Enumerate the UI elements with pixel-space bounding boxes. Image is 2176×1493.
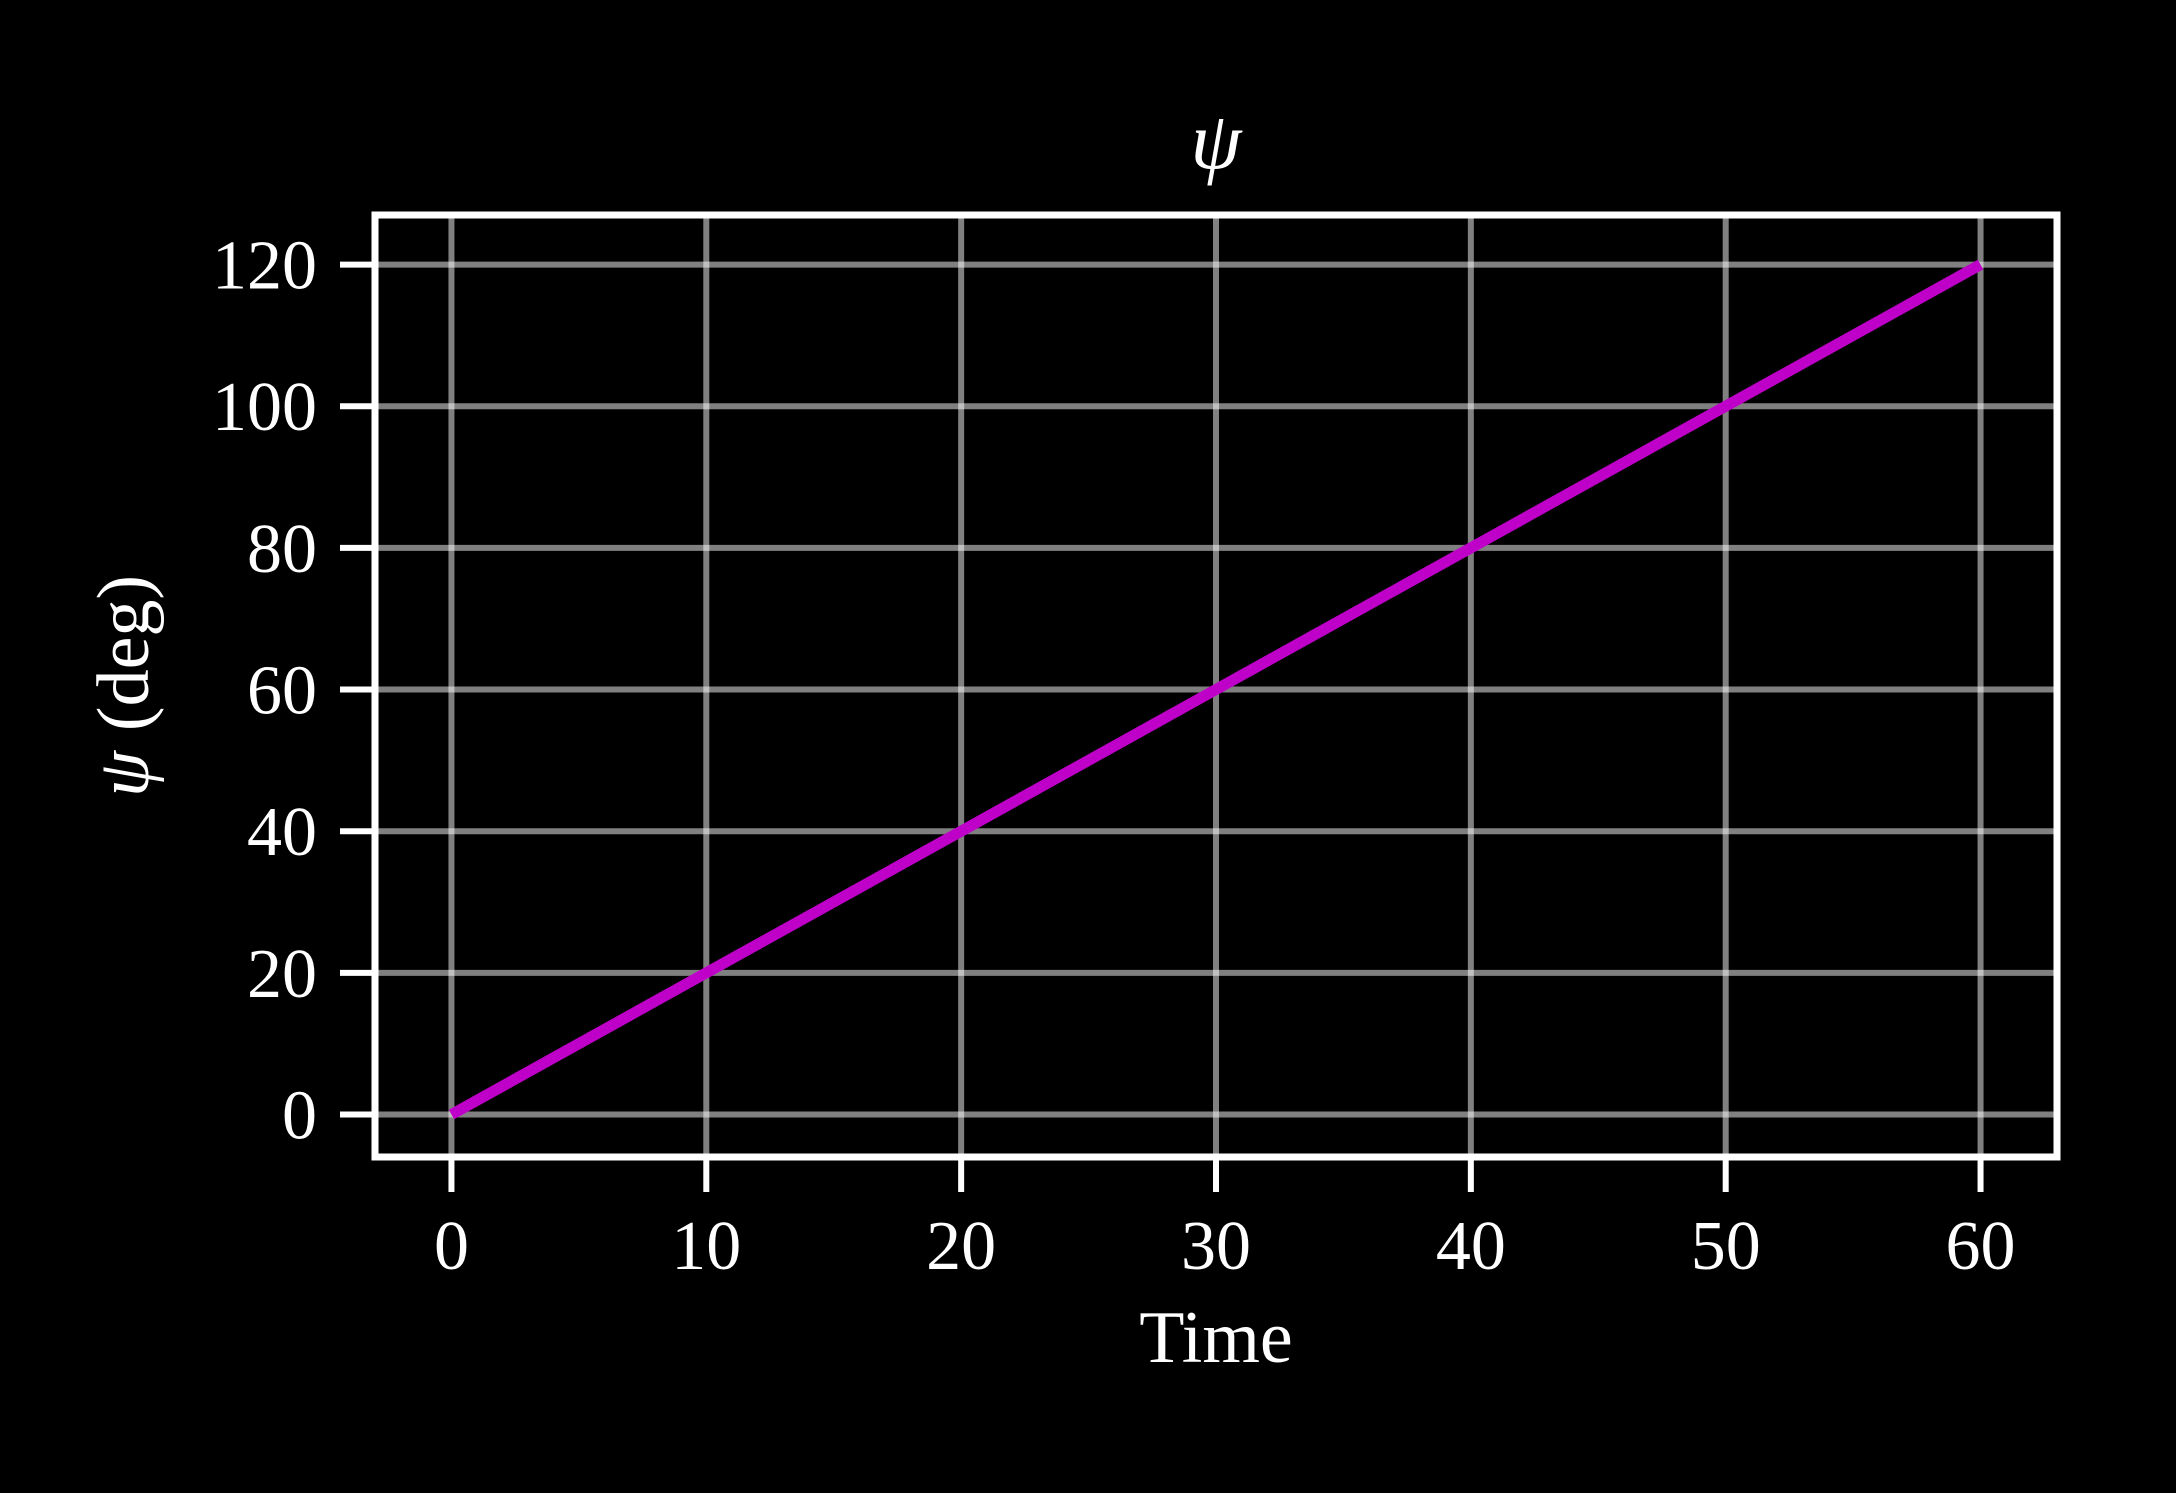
y-ticks (340, 261, 372, 1118)
y-tick-labels: 0 20 40 60 80 100 120 (212, 228, 317, 1155)
y-tick-label: 40 (247, 794, 317, 871)
x-axis-label: Time (1139, 1297, 1293, 1379)
y-tick-label: 100 (212, 369, 317, 446)
y-axis-label: ψ (deg) (83, 575, 165, 797)
x-tick-labels: 0 10 20 30 40 50 60 (434, 1208, 2016, 1285)
x-ticks (448, 1160, 1984, 1192)
y-tick-label: 120 (212, 228, 317, 305)
x-tick-label: 40 (1436, 1208, 1506, 1285)
y-tick-label: 20 (247, 936, 317, 1013)
y-gridlines (375, 261, 2057, 1118)
x-tick-label: 60 (1946, 1208, 2016, 1285)
series-line-psi (448, 259, 1984, 1120)
chart-title: ψ (1191, 95, 1244, 186)
y-tick-label: 60 (247, 653, 317, 730)
x-tick-label: 10 (671, 1208, 741, 1285)
x-tick-label: 0 (434, 1208, 469, 1285)
plot-frame (371, 211, 2061, 1161)
y-tick-label: 80 (247, 511, 317, 588)
x-tick-label: 30 (1181, 1208, 1251, 1285)
data-series-line (448, 259, 1984, 1120)
x-tick-label: 50 (1691, 1208, 1761, 1285)
y-axis-label-unit: (deg) (83, 575, 165, 731)
y-axis-label-symbol: ψ (83, 749, 165, 797)
x-tick-label: 20 (926, 1208, 996, 1285)
x-gridlines (448, 215, 1984, 1157)
y-tick-label: 0 (282, 1078, 317, 1155)
